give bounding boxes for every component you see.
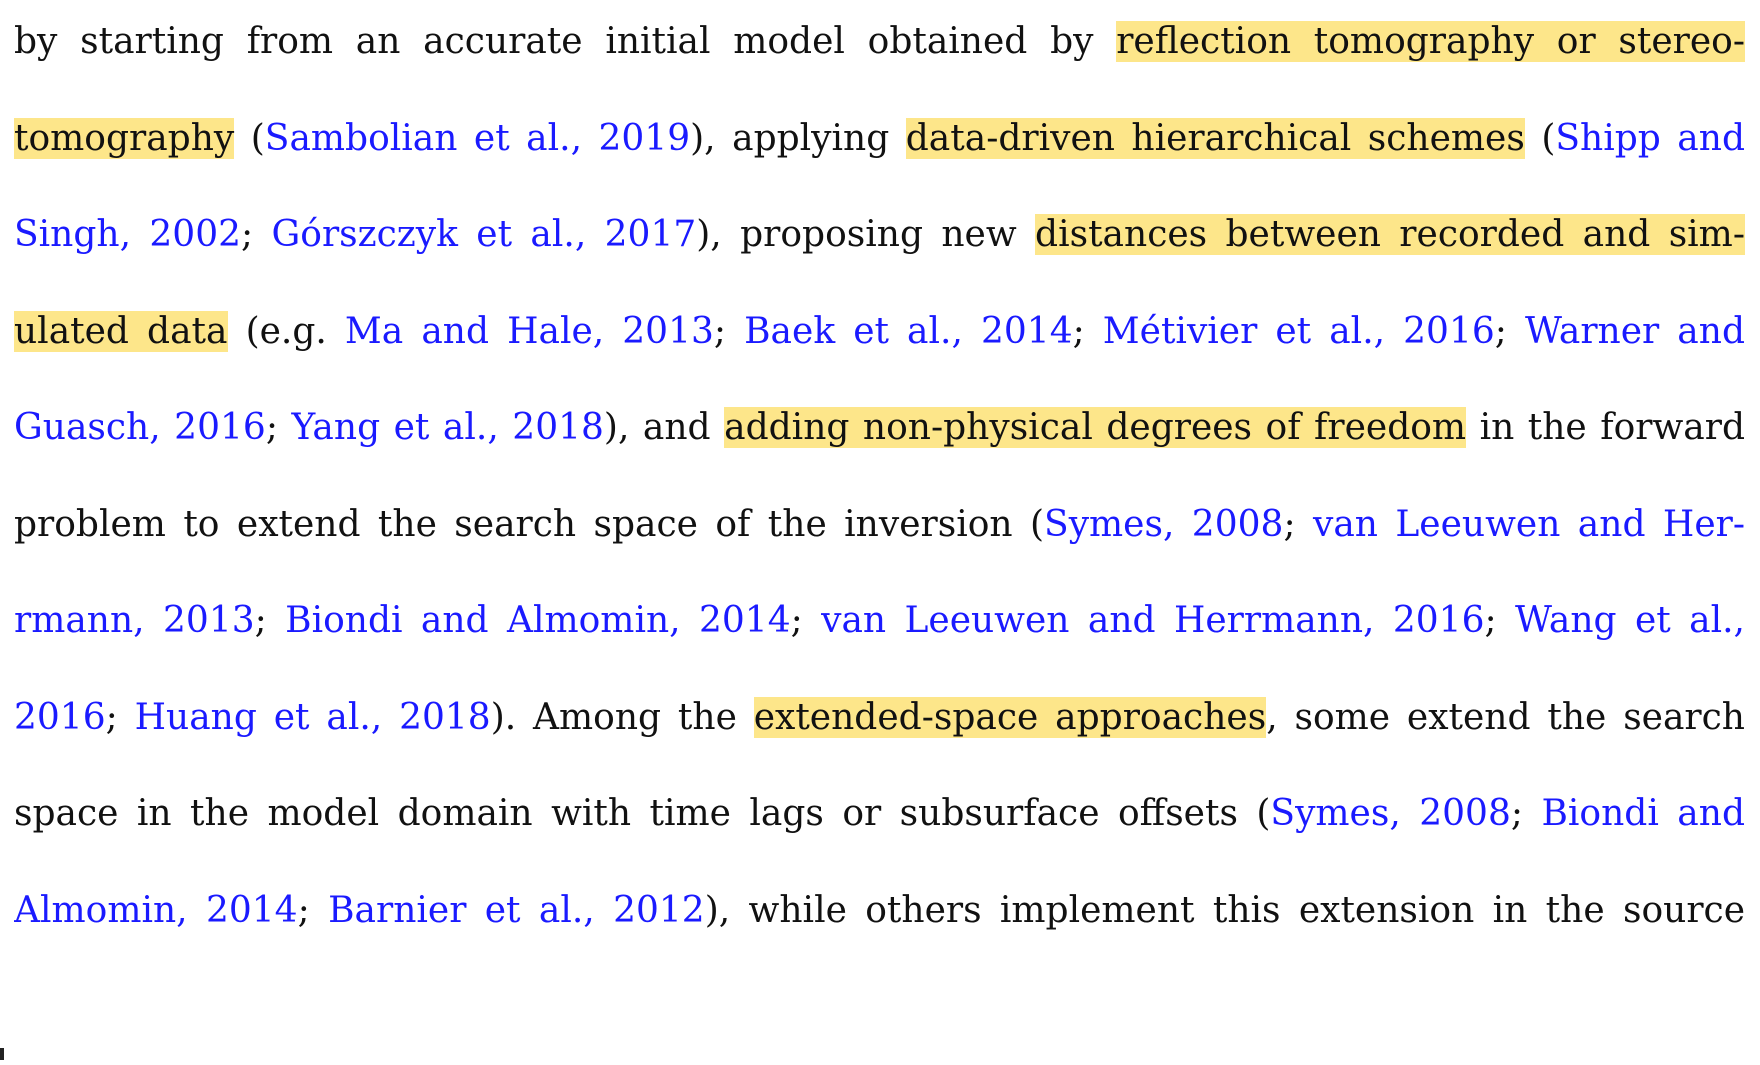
text-line: problem to extend the search space of th… — [14, 497, 1745, 553]
text-line: 2016; Huang et al., 2018). Among the ext… — [14, 690, 1745, 746]
body-text: (e.g. — [227, 310, 345, 352]
text-line: by starting from an accurate initial mod… — [14, 14, 1745, 70]
body-text: space in the model domain with time lags… — [14, 793, 1271, 834]
body-text: ; — [713, 310, 745, 352]
citation-link[interactable]: Sambolian et al., 2019 — [264, 117, 691, 159]
body-text: ; — [265, 407, 292, 448]
citation-link[interactable]: Singh, 2002 — [14, 214, 242, 255]
text-line: Guasch, 2016; Yang et al., 2018), and ad… — [14, 400, 1745, 456]
citation-link[interactable]: Biondi and Almomin, 2014 — [285, 600, 791, 641]
body-text: , some extend the search — [1266, 696, 1745, 738]
text-line: Singh, 2002; Górszczyk et al., 2017), pr… — [14, 207, 1745, 263]
body-text: in the forward — [1466, 407, 1745, 448]
page-edge-mark — [0, 1048, 4, 1060]
body-text: ; — [297, 889, 329, 931]
body-text: ). Among the — [490, 696, 754, 738]
body-text: ), and — [603, 407, 725, 448]
citation-link[interactable]: van Leeuwen and Her- — [1312, 503, 1745, 545]
highlighted-phrase: data-driven hierarchical schemes — [905, 117, 1525, 159]
citation-link[interactable]: Ma and Hale, 2013 — [344, 310, 714, 352]
body-text: ; — [790, 600, 822, 641]
highlighted-phrase: adding non-physical degrees of freedom — [724, 407, 1467, 448]
text-line: ulated data (e.g. Ma and Hale, 2013; Bae… — [14, 304, 1745, 360]
text-line: rmann, 2013; Biondi and Almomin, 2014; v… — [14, 593, 1745, 649]
citation-link[interactable]: van Leeuwen and Herrmann, 2016 — [821, 600, 1485, 641]
body-text: ), applying — [690, 117, 906, 159]
body-text: ; — [241, 214, 272, 255]
body-text: ; — [105, 696, 135, 738]
body-text: problem to extend the search space of th… — [14, 503, 1045, 545]
highlighted-phrase: extended-space approaches — [753, 696, 1267, 738]
body-text: ; — [1072, 310, 1103, 352]
body-text: ; — [1484, 600, 1515, 641]
body-text: by starting from an accurate initial mod… — [14, 21, 1117, 62]
text-line: tomography (Sambolian et al., 2019), app… — [14, 111, 1745, 167]
citation-link[interactable]: Wang et al., — [1515, 600, 1745, 641]
highlighted-phrase: reflection tomography or stereo- — [1116, 21, 1745, 62]
citation-link[interactable]: Biondi and — [1541, 793, 1745, 834]
citation-link[interactable]: Shipp and — [1555, 117, 1745, 159]
citation-link[interactable]: Almomin, 2014 — [14, 889, 298, 931]
citation-link[interactable]: 2016 — [14, 696, 106, 738]
body-text: ; — [254, 600, 286, 641]
citation-link[interactable]: Symes, 2008 — [1044, 503, 1284, 545]
citation-link[interactable]: Yang et al., 2018 — [291, 407, 604, 448]
citation-link[interactable]: Warner and — [1524, 310, 1745, 352]
body-text: ( — [234, 117, 265, 159]
citation-link[interactable]: Métivier et al., 2016 — [1102, 310, 1495, 352]
citation-link[interactable]: Symes, 2008 — [1270, 793, 1511, 834]
body-text: ), while others implement this extension… — [704, 889, 1745, 931]
body-text: ; — [1510, 793, 1542, 834]
highlighted-phrase: tomography — [14, 117, 235, 159]
citation-link[interactable]: Guasch, 2016 — [14, 407, 266, 448]
body-text: ; — [1283, 503, 1313, 545]
body-text: ( — [1524, 117, 1556, 159]
text-line: space in the model domain with time lags… — [14, 786, 1745, 842]
citation-link[interactable]: Górszczyk et al., 2017 — [271, 214, 697, 255]
text-line: Almomin, 2014; Barnier et al., 2012), wh… — [14, 883, 1745, 939]
body-text: ; — [1494, 310, 1525, 352]
citation-link[interactable]: Barnier et al., 2012 — [328, 889, 705, 931]
citation-link[interactable]: Baek et al., 2014 — [744, 310, 1073, 352]
citation-link[interactable]: Huang et al., 2018 — [134, 696, 491, 738]
citation-link[interactable]: rmann, 2013 — [14, 600, 255, 641]
highlighted-phrase: distances between recorded and sim- — [1035, 214, 1745, 255]
body-text: ), proposing new — [696, 214, 1036, 255]
highlighted-phrase: ulated data — [14, 310, 228, 352]
